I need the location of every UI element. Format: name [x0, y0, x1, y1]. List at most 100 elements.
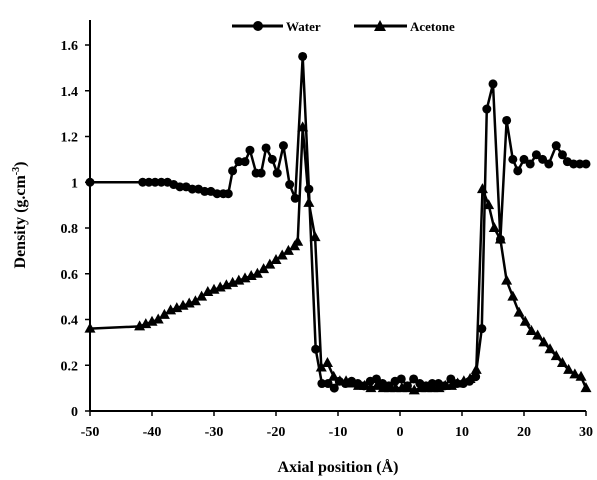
x-tick-label: -50 [81, 425, 100, 440]
acetone-point [501, 274, 513, 285]
y-axis-title: Density (g.cm-3) [11, 162, 29, 269]
legend-acetone-label: Acetone [410, 19, 455, 34]
legend-water-marker [253, 21, 263, 31]
water-point [261, 143, 271, 153]
legend-acetone-marker [374, 20, 386, 31]
water-point [144, 177, 154, 187]
y-tick-label: 0.6 [61, 268, 79, 283]
acetone-point [189, 295, 201, 306]
y-tick-label: 1.6 [61, 39, 79, 54]
water-point [396, 374, 406, 384]
water-point [175, 182, 185, 192]
acetone-point [476, 183, 488, 194]
water-point [531, 150, 541, 160]
acetone-point [483, 199, 495, 210]
x-tick-label: -20 [267, 425, 286, 440]
water-point [156, 177, 166, 187]
water-point [311, 344, 321, 354]
acetone-point [507, 290, 519, 301]
ticks-layer: -50 -40 -30 -20 -10 0 10 20 30 0 0.2 0.4 0.6 0.8 1 1.2 1… [61, 39, 594, 440]
water-point [569, 159, 579, 169]
water-point [488, 79, 498, 89]
acetone-point [470, 363, 482, 374]
y-tick-label: 0.8 [61, 222, 79, 237]
acetone-point [292, 235, 304, 246]
acetone-point [513, 306, 525, 317]
x-tick-label: 30 [579, 425, 593, 440]
x-tick-label: -40 [143, 425, 162, 440]
x-tick-label: -10 [329, 425, 348, 440]
acetone-point [346, 377, 358, 388]
acetone-point [525, 324, 537, 335]
water-point [272, 168, 282, 178]
y-tick-label: 1 [71, 176, 78, 191]
acetone-point [297, 121, 309, 132]
x-axis-title: Axial position (Å) [278, 458, 399, 476]
acetone-point [321, 356, 333, 367]
acetone-point [251, 267, 263, 278]
acetone-point [303, 196, 315, 207]
acetone-point [328, 370, 340, 381]
acetone-point [315, 361, 327, 372]
water-point [285, 180, 295, 190]
x-tick-label: 0 [397, 425, 404, 440]
water-point [212, 189, 222, 199]
water-point [298, 51, 308, 61]
acetone-point [258, 263, 270, 274]
acetone-point [556, 356, 568, 367]
acetone-point [575, 370, 587, 381]
y-axis-title-tail: ) [12, 162, 29, 167]
water-point [575, 159, 585, 169]
acetone-point [264, 258, 276, 269]
water-point [267, 154, 277, 164]
water-point [538, 154, 548, 164]
acetone-point [550, 350, 562, 361]
y-axis-title-sup: -3 [11, 167, 22, 175]
series-layer [84, 51, 592, 395]
water-point [544, 159, 554, 169]
water-point [513, 166, 523, 176]
y-tick-label: 0.4 [61, 314, 79, 329]
water-series-line [90, 55, 586, 390]
y-tick-label: 1.2 [61, 131, 79, 146]
legend: Water Acetone [232, 19, 455, 34]
y-tick-label: 1.4 [61, 85, 79, 100]
water-point [245, 145, 255, 155]
x-tick-label: 20 [517, 425, 531, 440]
water-point [557, 150, 567, 160]
acetone-point [488, 222, 500, 232]
water-point [502, 115, 512, 125]
acetone-point [464, 372, 476, 383]
water-point [477, 324, 487, 334]
acetone-point [494, 233, 506, 244]
acetone-point [532, 329, 544, 340]
water-point [508, 154, 518, 164]
water-point [256, 168, 266, 178]
water-point [446, 374, 456, 384]
water-point [187, 184, 197, 194]
acetone-point [402, 382, 414, 393]
acetone-point [158, 308, 170, 319]
water-point [278, 141, 288, 151]
water-point [200, 186, 210, 196]
water-point [150, 177, 160, 187]
legend-item-water: Water [232, 19, 321, 34]
water-point [240, 157, 250, 167]
acetone-point [371, 379, 383, 390]
acetone-point [196, 290, 208, 301]
acetone-point [580, 382, 592, 393]
water-point [138, 177, 148, 187]
acetone-point [282, 244, 294, 255]
axes-layer [89, 20, 586, 412]
water-point [371, 374, 381, 384]
water-point [228, 166, 238, 176]
water-point [482, 104, 492, 114]
acetone-point [519, 315, 531, 326]
acetone-point [538, 336, 550, 347]
water-point [329, 383, 339, 393]
water-point [323, 379, 333, 389]
acetone-point [544, 343, 556, 354]
water-point [223, 189, 233, 199]
y-tick-label: 0.2 [61, 359, 79, 374]
